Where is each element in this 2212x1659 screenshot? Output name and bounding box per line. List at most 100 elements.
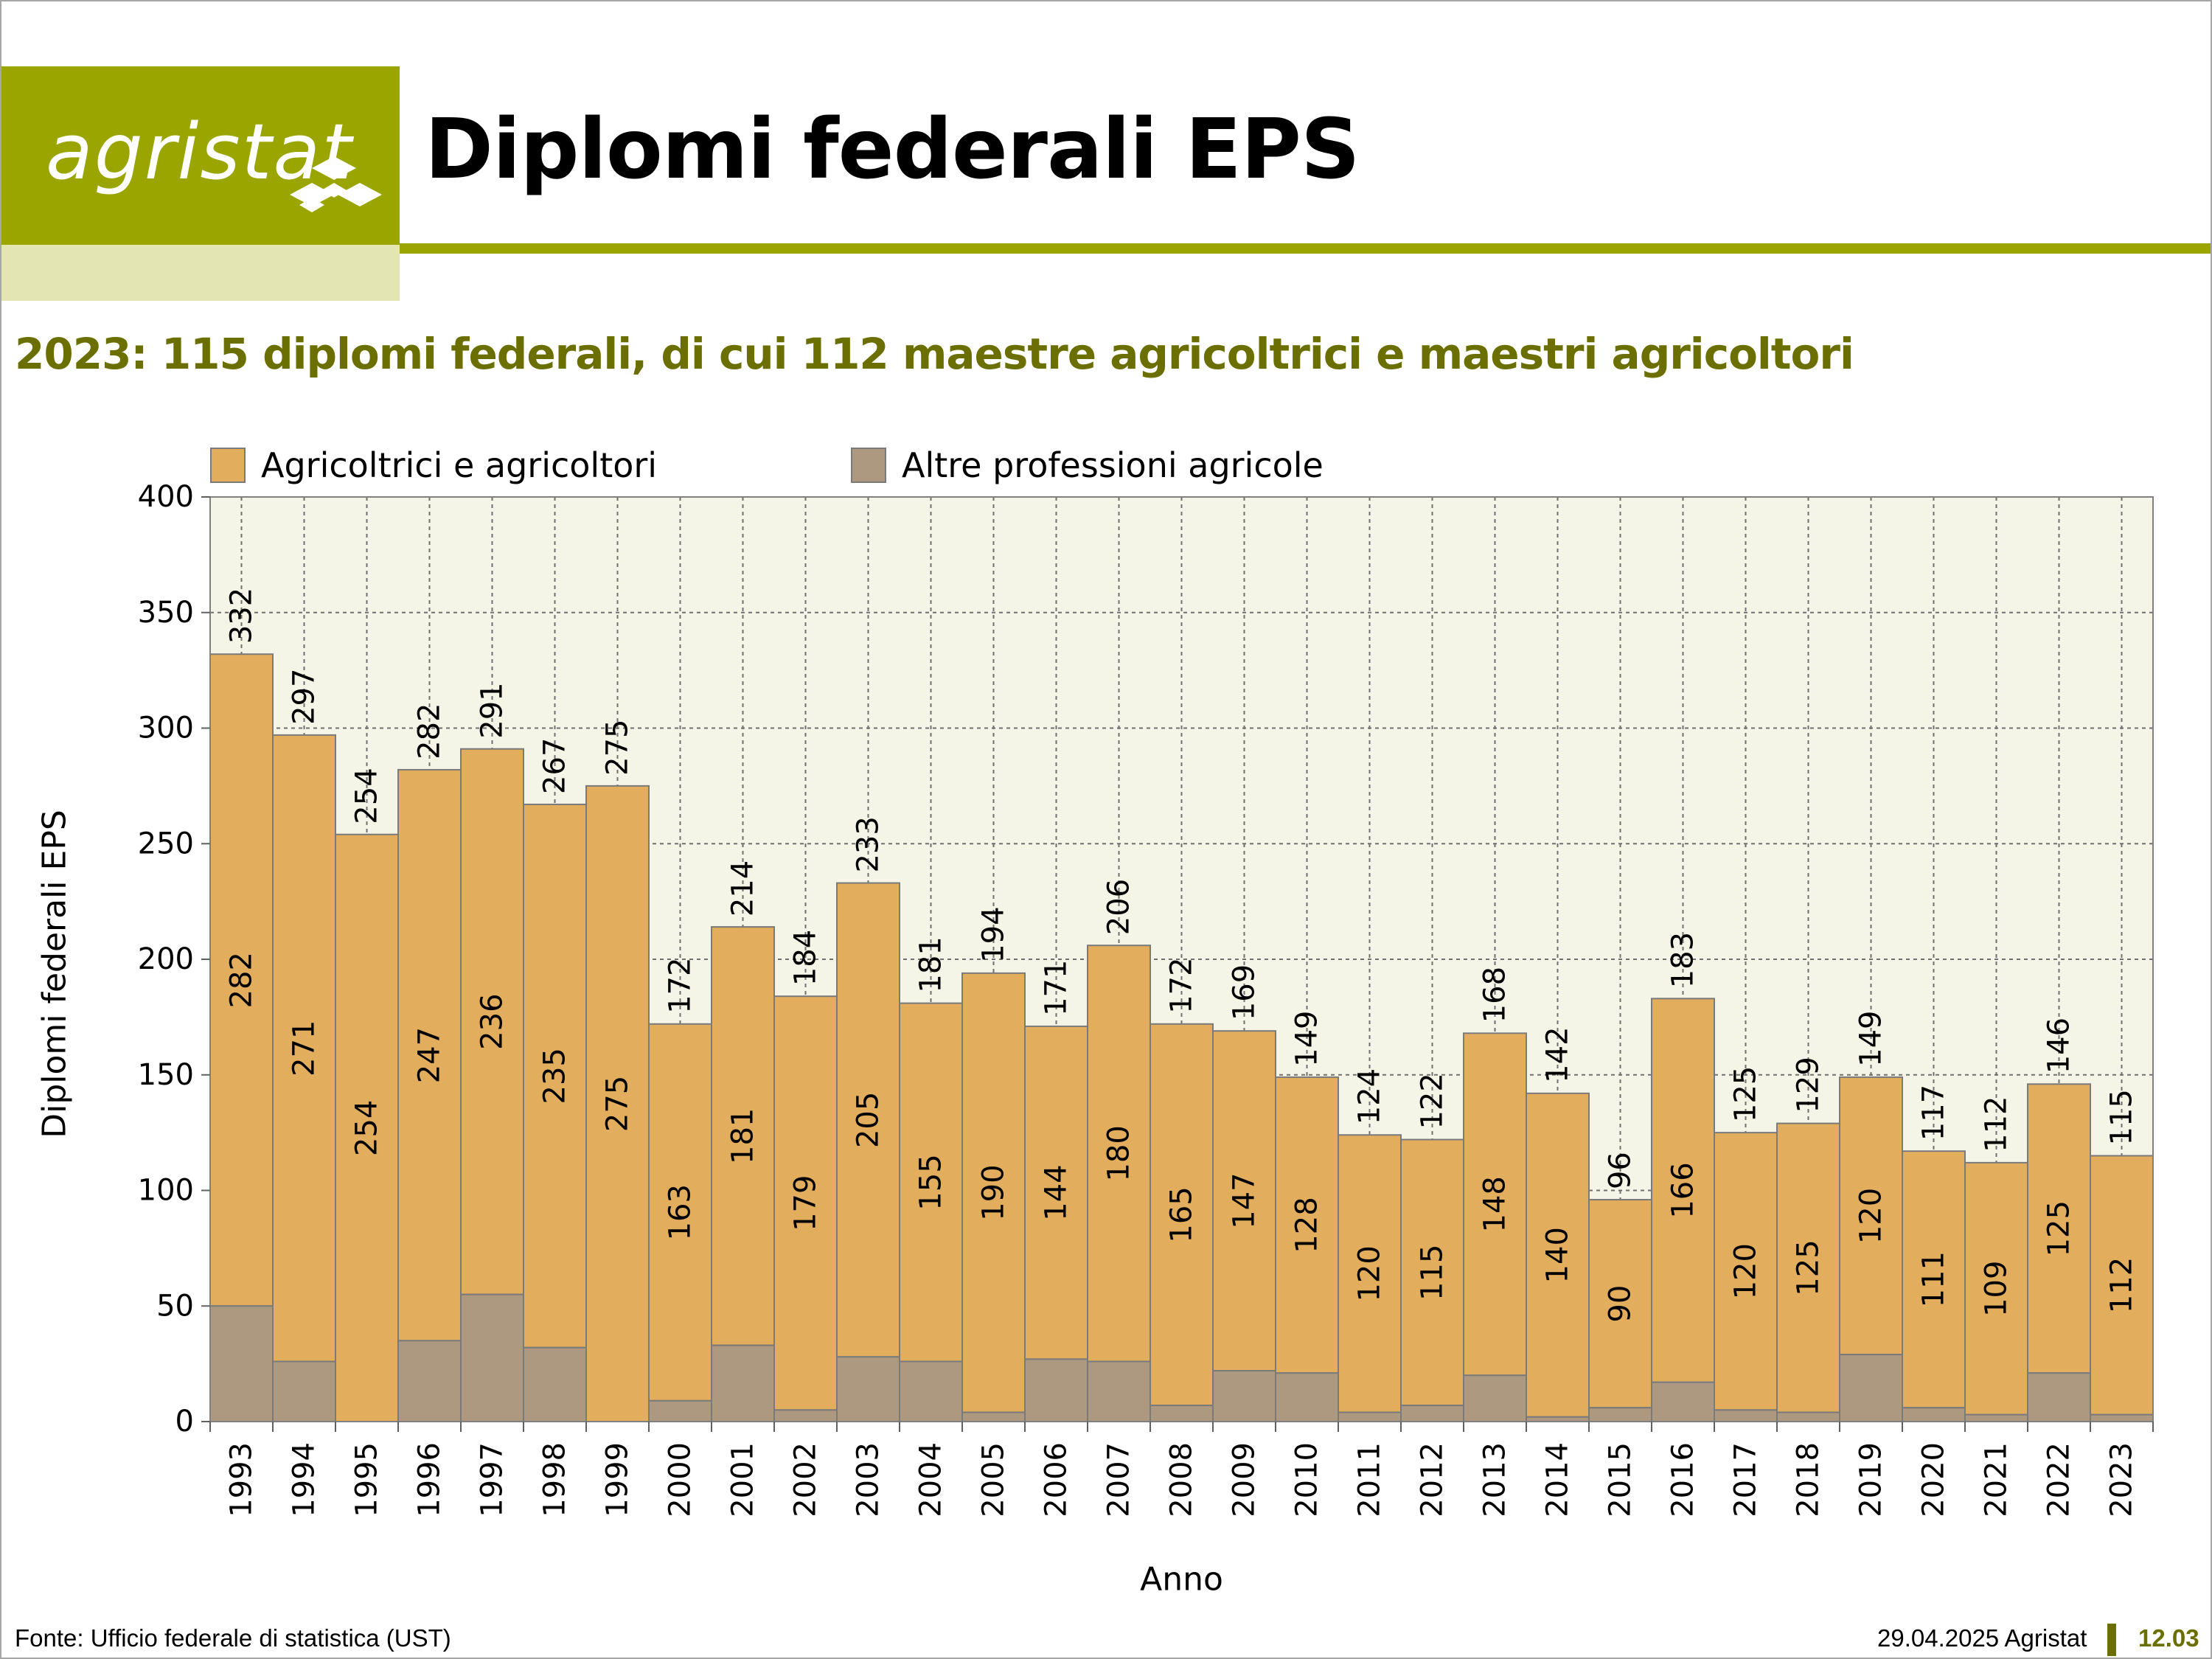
x-tick-label: 1998 — [538, 1442, 572, 1517]
total-label: 297 — [288, 669, 321, 725]
segment-label: 235 — [538, 1048, 572, 1104]
x-tick-label: 2000 — [664, 1442, 698, 1517]
bar-agricoltori — [1839, 1076, 1903, 1356]
y-tick-label: 400 — [138, 480, 194, 514]
logo-box: agristat — [1, 66, 400, 245]
segment-label: 128 — [1290, 1197, 1324, 1253]
x-tick-label: 2011 — [1353, 1442, 1387, 1517]
legend-label: Agricoltrici e agricoltori — [261, 445, 657, 485]
x-tick-label: 2018 — [1792, 1442, 1826, 1517]
segment-label: 180 — [1102, 1125, 1136, 1181]
total-label: 194 — [977, 906, 1011, 962]
bar-altre-professioni — [773, 1409, 838, 1422]
x-tick-label: 2004 — [914, 1442, 948, 1517]
x-tick-label: 2005 — [977, 1442, 1011, 1517]
total-label: 122 — [1416, 1073, 1450, 1129]
x-tick-label: 2020 — [1917, 1442, 1951, 1517]
segment-label: 190 — [977, 1164, 1011, 1220]
x-tick-label: 1995 — [350, 1442, 384, 1517]
segment-label: 275 — [601, 1076, 635, 1132]
total-label: 115 — [2105, 1089, 2139, 1145]
bar-agricoltori — [1964, 1161, 2028, 1416]
x-tick-label: 1993 — [225, 1442, 259, 1517]
x-tick-label: 2002 — [789, 1442, 823, 1517]
segment-label: 181 — [726, 1108, 760, 1164]
total-label: 129 — [1792, 1057, 1826, 1113]
bar-altre-professioni — [1400, 1405, 1464, 1423]
segment-label: 205 — [852, 1092, 886, 1148]
bar-agricoltori — [2027, 1083, 2091, 1374]
segment-label: 254 — [350, 1100, 384, 1156]
legend-swatch — [210, 448, 246, 483]
total-label: 214 — [726, 860, 760, 917]
total-label: 275 — [601, 720, 635, 776]
bar-altre-professioni — [1651, 1381, 1715, 1422]
total-label: 146 — [2042, 1018, 2076, 1074]
bar-altre-professioni — [961, 1411, 1026, 1422]
bar-altre-professioni — [1338, 1411, 1402, 1422]
total-label: 181 — [914, 936, 948, 992]
legend-swatch — [851, 448, 886, 483]
bar-altre-professioni — [272, 1360, 336, 1422]
x-tick-label: 2022 — [2042, 1442, 2076, 1517]
x-tick-label: 1994 — [288, 1442, 321, 1517]
legend-label: Altre professioni agricole — [902, 445, 1324, 485]
total-label: 149 — [1290, 1011, 1324, 1067]
bar-agricoltori — [648, 1023, 712, 1402]
total-label: 96 — [1604, 1152, 1638, 1189]
x-tick-label: 2021 — [1980, 1442, 2014, 1517]
x-tick-label: 2019 — [1854, 1442, 1888, 1517]
bar-altre-professioni — [523, 1346, 587, 1423]
segment-label: 155 — [914, 1154, 948, 1210]
total-label: 172 — [664, 957, 698, 1013]
bar-altre-professioni — [2090, 1413, 2154, 1422]
segment-label: 282 — [225, 952, 259, 1008]
bar-altre-professioni — [836, 1356, 900, 1422]
total-label: 184 — [789, 930, 823, 986]
x-tick-label: 1997 — [476, 1442, 509, 1517]
x-tick-label: 2008 — [1165, 1442, 1199, 1517]
segment-label: 125 — [1792, 1239, 1826, 1295]
x-tick-label: 2015 — [1604, 1442, 1638, 1517]
segment-label: 179 — [789, 1175, 823, 1231]
bar-altre-professioni — [1024, 1358, 1088, 1422]
total-label: 172 — [1165, 957, 1199, 1013]
y-tick-label: 250 — [138, 827, 194, 860]
segment-label: 144 — [1040, 1164, 1074, 1220]
bar-agricoltori — [773, 995, 838, 1411]
bar-altre-professioni — [899, 1360, 963, 1422]
bar-agricoltori — [1338, 1134, 1402, 1413]
x-axis-title: Anno — [1140, 1561, 1223, 1599]
bar-chart: 332 282 297 271 254 254 282 247 291 236 267 235 275 2… — [36, 445, 2154, 1599]
y-tick-label: 350 — [138, 596, 194, 630]
bar-altre-professioni — [711, 1344, 775, 1423]
segment-label: 125 — [2042, 1200, 2076, 1256]
total-label: 171 — [1040, 960, 1074, 1016]
bar-agricoltori — [961, 972, 1026, 1413]
total-label: 233 — [852, 816, 886, 872]
y-tick-label: 200 — [138, 942, 194, 976]
y-axis-title: Diplomi federali EPS — [36, 810, 74, 1138]
x-tick-label: 2017 — [1729, 1442, 1763, 1517]
bar-agricoltori — [1400, 1138, 1464, 1407]
x-tick-label: 2016 — [1666, 1442, 1700, 1517]
bar-altre-professioni — [397, 1340, 462, 1423]
bar-agricoltori — [209, 653, 274, 1307]
segment-label: 247 — [413, 1027, 447, 1083]
total-label: 332 — [225, 588, 259, 644]
total-label: 169 — [1228, 964, 1262, 1020]
total-label: 142 — [1541, 1026, 1575, 1082]
footer-divider — [2107, 1624, 2116, 1656]
x-tick-label: 1999 — [601, 1442, 635, 1517]
bar-agricoltori — [1275, 1076, 1339, 1374]
page-title: Diplomi federali EPS — [425, 102, 1360, 198]
bar-altre-professioni — [1150, 1405, 1214, 1423]
bar-agricoltori — [585, 785, 650, 1422]
segment-label: 109 — [1980, 1261, 2014, 1317]
bar-altre-professioni — [209, 1305, 274, 1422]
bar-altre-professioni — [648, 1399, 712, 1423]
total-label: 183 — [1666, 932, 1700, 988]
total-label: 149 — [1854, 1011, 1888, 1067]
total-label: 125 — [1729, 1066, 1763, 1122]
segment-label: 111 — [1917, 1251, 1951, 1307]
